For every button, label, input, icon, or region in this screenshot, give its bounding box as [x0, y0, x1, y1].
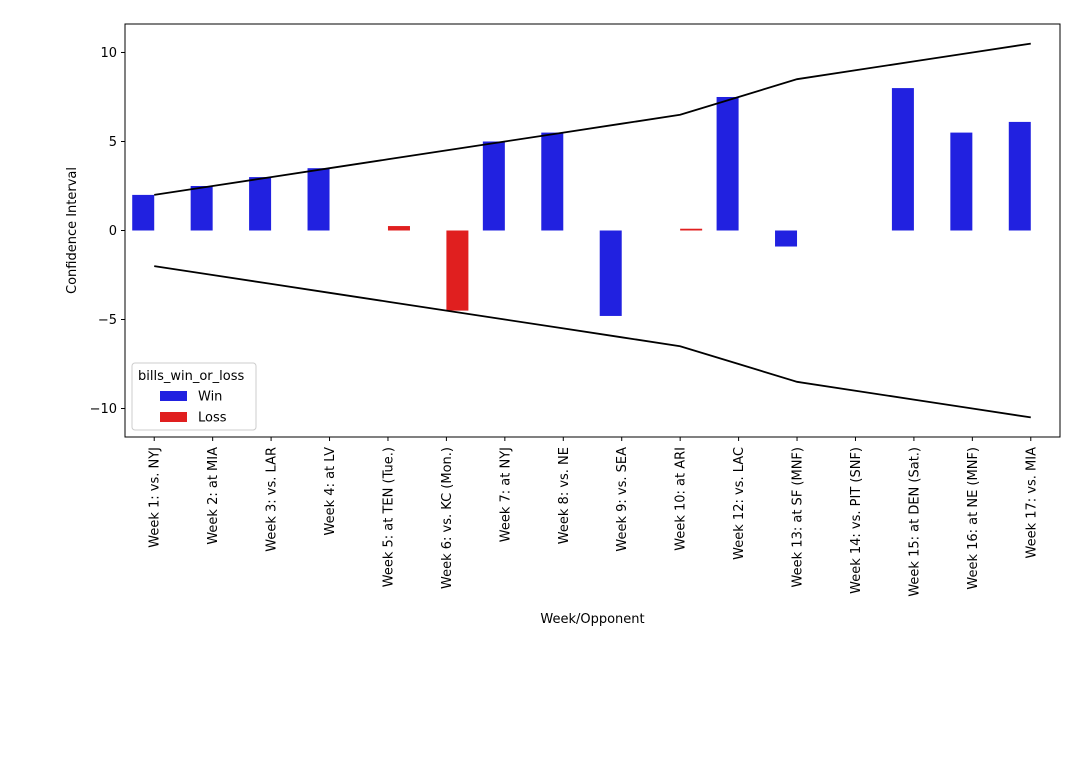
x-tick-label-0: Week 1: vs. NYJ [148, 447, 163, 548]
bar-win-0 [132, 194, 155, 231]
y-axis: −10 −5 0 5 10 [90, 46, 125, 417]
x-tick-label-12: Week 14: vs. PIT (SNF) [849, 447, 864, 594]
legend: bills_win_or_loss Win Loss [131, 362, 257, 431]
lower-interval-line [154, 265, 1031, 419]
bar-loss-9 [680, 228, 703, 231]
x-tick-label-6: Week 7: at NYJ [498, 447, 513, 542]
bar-win-2 [249, 177, 272, 231]
bar-win-3 [307, 168, 330, 231]
legend-swatch-win [160, 391, 187, 401]
x-tick-label-3: Week 4: at LV [323, 447, 338, 536]
x-tick-label-7: Week 8: vs. NE [557, 447, 572, 544]
x-tick-label-11: Week 13: at SF (MNF) [791, 447, 806, 587]
x-axis-title: Week/Opponent [540, 612, 644, 627]
x-tick-label-13: Week 15: at DEN (Sat.) [907, 447, 922, 597]
bar-win-15 [1008, 121, 1031, 231]
interval-lines [154, 42, 1031, 419]
bar-win-1 [190, 185, 213, 231]
y-axis-title: Confidence Interval [65, 167, 80, 294]
bar-win-8 [599, 230, 622, 316]
x-tick-label-10: Week 12: vs. LAC [732, 447, 747, 560]
bar-win-6 [482, 141, 505, 231]
bar-win-10 [716, 96, 739, 231]
y-tick-label-0: −10 [90, 402, 117, 417]
legend-label-win: Win [198, 390, 222, 405]
bar-win-13 [891, 88, 914, 231]
bar-loss-4 [387, 226, 410, 231]
bars [132, 88, 1031, 316]
x-tick-label-9: Week 10: at ARI [674, 447, 689, 551]
y-tick-label-1: −5 [98, 313, 117, 328]
y-tick-label-4: 10 [100, 46, 117, 61]
upper-interval-line [154, 42, 1031, 196]
y-tick-label-2: 0 [109, 224, 117, 239]
x-axis: Week 1: vs. NYJ Week 2: at MIA Week 3: vs.… [148, 437, 1039, 597]
x-tick-label-5: Week 6: vs. KC (Mon.) [440, 447, 455, 589]
legend-title: bills_win_or_loss [138, 369, 244, 384]
bar-win-7 [541, 132, 564, 231]
bar-win-11 [775, 230, 798, 247]
x-tick-label-1: Week 2: at MIA [206, 447, 221, 545]
legend-swatch-loss [160, 412, 187, 422]
x-tick-label-2: Week 3: vs. LAR [265, 447, 280, 552]
bar-win-14 [950, 132, 973, 231]
y-tick-label-3: 5 [109, 135, 117, 150]
x-tick-label-8: Week 9: vs. SEA [615, 447, 630, 552]
x-tick-label-4: Week 5: at TEN (Tue.) [381, 447, 396, 587]
x-tick-label-14: Week 16: at NE (MNF) [966, 447, 981, 590]
x-tick-label-15: Week 17: vs. MIA [1024, 447, 1039, 559]
bar-loss-5 [446, 230, 469, 311]
legend-label-loss: Loss [198, 411, 227, 426]
